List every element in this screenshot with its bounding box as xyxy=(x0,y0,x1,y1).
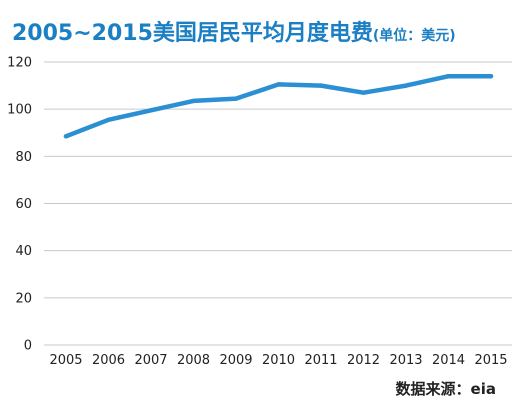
data-point xyxy=(233,96,239,101)
chart-title-unit: (单位：美元) xyxy=(373,27,456,44)
y-tick-label: 120 xyxy=(7,56,32,71)
y-tick-label: 80 xyxy=(15,150,32,165)
chart-title: 2005~2015美国居民平均月度电费(单位：美元) xyxy=(12,20,456,46)
data-point xyxy=(191,98,196,104)
chart-title-main: 2005~2015美国居民平均月度电费 xyxy=(12,20,373,46)
x-tick-label: 2009 xyxy=(219,353,252,368)
data-point xyxy=(488,73,494,79)
series-layer xyxy=(63,73,494,139)
y-tick-label: 100 xyxy=(7,103,32,118)
x-tick-label: 2007 xyxy=(134,353,167,368)
y-tick-label: 40 xyxy=(15,244,32,259)
x-tick-label: 2013 xyxy=(389,353,422,368)
y-tick-label: 20 xyxy=(15,291,32,306)
x-axis-tick-labels: 2005 2006 2007 2008 2009 2010 2011 2012 2013 2014… xyxy=(49,353,507,368)
data-point xyxy=(63,134,69,139)
x-tick-label: 2010 xyxy=(262,353,295,368)
data-point xyxy=(361,90,366,95)
y-tick-label: 0 xyxy=(24,339,32,354)
data-point xyxy=(148,108,154,113)
x-tick-label: 2014 xyxy=(432,353,465,368)
x-tick-label: 2005 xyxy=(49,353,82,368)
x-tick-label: 2011 xyxy=(304,353,337,368)
data-point xyxy=(276,82,281,87)
y-tick-label: 60 xyxy=(15,197,32,212)
data-point xyxy=(318,83,324,88)
y-axis-tick-labels: 0 20 40 60 80 100 120 xyxy=(7,56,32,354)
data-point xyxy=(446,73,451,79)
x-tick-label: 2006 xyxy=(92,353,125,368)
x-tick-label: 2015 xyxy=(474,353,507,368)
x-tick-label: 2008 xyxy=(177,353,210,368)
data-point xyxy=(106,117,111,122)
x-tick-label: 2012 xyxy=(347,353,380,368)
gridlines xyxy=(44,61,512,346)
data-point xyxy=(403,83,409,88)
source-label: 数据来源：eia xyxy=(396,380,496,398)
